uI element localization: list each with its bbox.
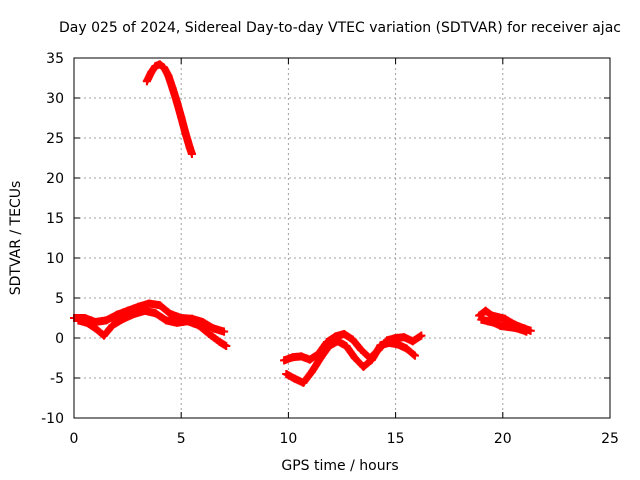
data-point xyxy=(368,355,377,364)
data-point xyxy=(145,299,154,308)
data-point xyxy=(477,315,486,324)
x-tick-label: 0 xyxy=(70,431,79,447)
data-point xyxy=(280,356,289,365)
data-point xyxy=(181,129,190,138)
data-point xyxy=(408,337,417,346)
data-point xyxy=(357,346,366,354)
plot-frame xyxy=(73,57,611,419)
data-point xyxy=(282,370,291,378)
data-point xyxy=(500,314,509,323)
data-point xyxy=(350,354,359,362)
data-point xyxy=(102,316,111,325)
x-axis-label: GPS time / hours xyxy=(281,458,398,474)
data-point xyxy=(100,331,109,340)
data-point xyxy=(82,318,91,327)
data-point xyxy=(385,338,394,347)
series-arc-3-lower xyxy=(282,337,419,387)
y-tick-label: 10 xyxy=(46,251,64,267)
data-point xyxy=(162,316,171,325)
data-point xyxy=(359,362,368,371)
y-axis-label: SDTVAR / TECUs xyxy=(8,181,24,296)
data-point xyxy=(164,71,173,80)
data-point xyxy=(194,321,203,330)
data-point xyxy=(325,342,334,350)
data-point xyxy=(119,314,128,323)
data-point xyxy=(74,316,83,325)
data-point xyxy=(400,333,409,342)
series-arc-1 xyxy=(142,60,196,158)
y-tick-label: -5 xyxy=(50,371,64,387)
grid-lines xyxy=(74,58,610,418)
data-point xyxy=(417,331,426,340)
data-point xyxy=(151,62,160,70)
x-tick-label: 25 xyxy=(601,431,619,447)
y-tick-label: 15 xyxy=(46,211,64,227)
y-tick-label: 30 xyxy=(46,91,64,107)
axis-ticks: 0 5 10 15 20 25 -10 -5 0 5 10 15 20 25 30 35 xyxy=(41,51,619,447)
y-tick-label: -10 xyxy=(41,411,64,427)
data-point xyxy=(130,310,139,318)
data-point xyxy=(183,317,192,326)
data-point xyxy=(299,378,308,387)
data-point xyxy=(187,150,196,158)
data-point xyxy=(177,113,186,122)
data-point xyxy=(490,318,499,327)
data-point xyxy=(297,352,306,361)
y-tick-label: 25 xyxy=(46,131,64,147)
data-marks xyxy=(70,60,535,387)
data-point xyxy=(142,77,151,86)
data-point xyxy=(140,306,149,315)
data-point xyxy=(215,338,224,346)
data-point xyxy=(172,98,181,106)
data-point xyxy=(393,340,402,349)
data-point xyxy=(147,68,156,77)
data-point xyxy=(402,344,411,353)
data-point xyxy=(410,351,419,360)
data-point xyxy=(151,309,160,318)
series-arc-4-lower xyxy=(477,315,531,336)
data-point xyxy=(185,143,194,152)
data-point xyxy=(376,341,385,350)
data-point xyxy=(168,84,177,93)
series-arc-2-lower xyxy=(74,306,231,350)
y-tick-label: 20 xyxy=(46,171,64,187)
data-point xyxy=(481,306,490,315)
x-tick-label: 15 xyxy=(387,431,405,447)
data-point xyxy=(348,335,357,344)
data-point xyxy=(509,323,518,332)
data-point xyxy=(483,317,492,326)
data-point xyxy=(288,353,297,362)
data-point xyxy=(342,342,351,350)
chart-title: Day 025 of 2024, Sidereal Day-to-day VTE… xyxy=(59,20,621,36)
data-point xyxy=(494,313,503,322)
data-point xyxy=(155,301,164,310)
data-point xyxy=(333,337,342,346)
data-point xyxy=(316,354,325,362)
data-point xyxy=(205,330,214,338)
data-point xyxy=(522,327,531,336)
data-point xyxy=(209,324,218,333)
data-point xyxy=(172,318,181,327)
data-point xyxy=(91,324,100,333)
data-point xyxy=(160,63,169,72)
data-point xyxy=(340,330,349,338)
data-point xyxy=(290,374,299,383)
y-tick-label: 0 xyxy=(55,331,64,347)
data-point xyxy=(166,310,175,318)
y-tick-label: 5 xyxy=(55,291,64,307)
data-point xyxy=(155,60,164,69)
x-tick-label: 5 xyxy=(177,431,186,447)
x-tick-label: 10 xyxy=(279,431,297,447)
data-point xyxy=(112,310,121,319)
x-tick-label: 20 xyxy=(494,431,512,447)
data-point xyxy=(220,327,229,336)
data-point xyxy=(108,321,117,330)
y-tick-label: 35 xyxy=(46,51,64,67)
data-point xyxy=(515,325,524,334)
data-point xyxy=(222,342,231,350)
data-point xyxy=(305,355,314,364)
data-point xyxy=(307,367,316,376)
